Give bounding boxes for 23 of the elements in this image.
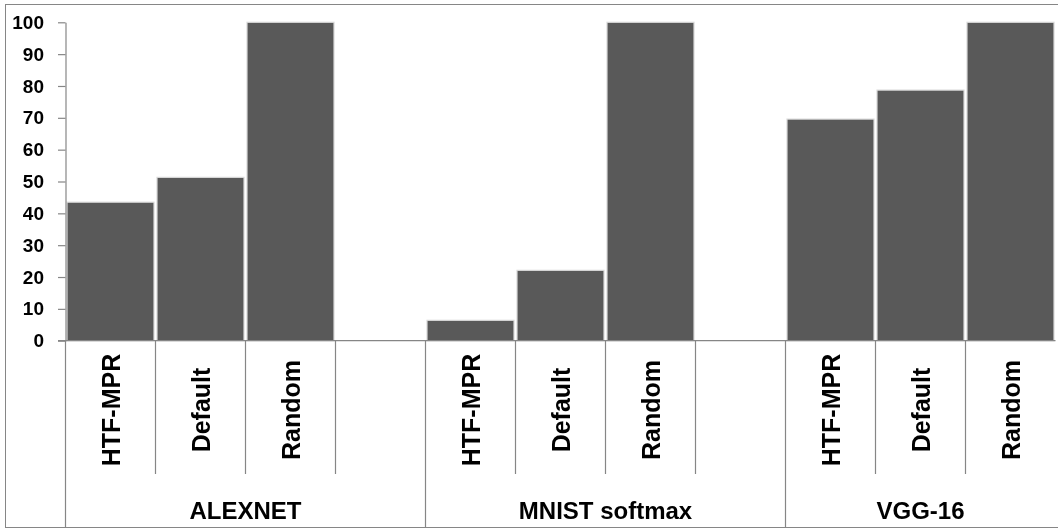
y-tick-label: 0 xyxy=(33,330,44,352)
x-tick-label: HTF-MPR xyxy=(456,353,485,467)
y-tick-label: 30 xyxy=(22,234,44,256)
x-tick-label: Random xyxy=(276,360,305,460)
y-tick-label: 70 xyxy=(22,107,44,129)
x-tick-label: HTF-MPR xyxy=(816,353,845,467)
y-tick-label: 60 xyxy=(22,139,44,161)
y-tick-label: 90 xyxy=(22,43,44,65)
x-tick-label: HTF-MPR xyxy=(96,353,125,467)
text: MNIST softmax xyxy=(518,496,693,524)
text: VGG-16 xyxy=(876,496,965,524)
x-tick-label: Default xyxy=(906,366,935,453)
x-tick-label: Default xyxy=(186,366,215,453)
x-tick-label: Random xyxy=(636,360,665,460)
y-tick-label: 10 xyxy=(22,298,44,320)
x-tick-label: Random xyxy=(996,360,1025,460)
text: ALEXNET xyxy=(189,496,302,524)
y-tick-label: 100 xyxy=(12,11,44,33)
y-tick-label: 50 xyxy=(22,171,44,193)
y-tick-label: 40 xyxy=(22,202,44,224)
y-tick-label: 20 xyxy=(22,266,44,288)
x-tick-label: Default xyxy=(546,366,575,453)
y-tick-label: 80 xyxy=(22,75,44,97)
